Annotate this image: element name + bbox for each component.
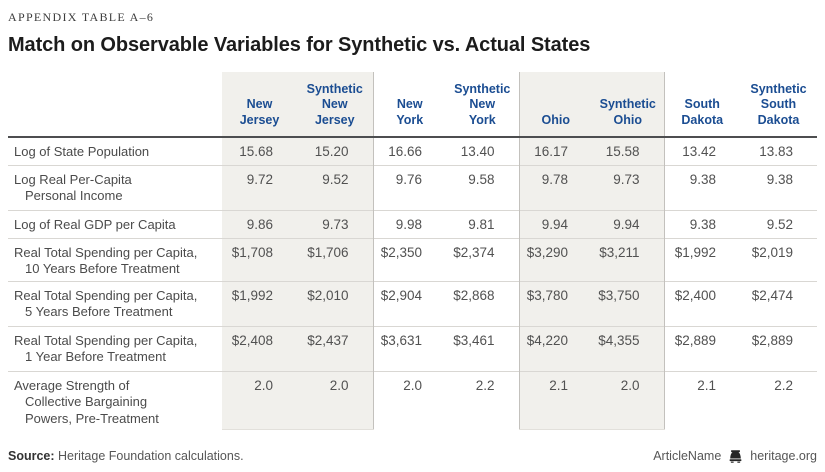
row-label: Log of Real GDP per Capita: [8, 209, 222, 238]
value-cell-south-dakota: $2,400: [663, 280, 740, 326]
column-header-synthetic-new-york: Synthetic New York: [446, 72, 519, 138]
header-row: New Jersey Synthetic New Jersey New York Sy…: [8, 72, 817, 138]
value-cell-south-dakota: 13.42: [663, 137, 740, 165]
value-cell-ohio: 9.94: [518, 209, 592, 238]
value-cell-synthetic-new-jersey: 9.52: [297, 164, 373, 210]
value-cell-ohio: $4,220: [518, 325, 592, 371]
match-table: New Jersey Synthetic New Jersey New York Sy…: [8, 72, 817, 430]
value-cell-synthetic-south-dakota: $2,889: [740, 325, 817, 371]
value-cell-new-york: 9.98: [372, 209, 446, 238]
value-cell-synthetic-south-dakota: 9.38: [740, 164, 817, 210]
source-label: Source:: [8, 449, 55, 464]
value-cell-new-york: 16.66: [372, 137, 446, 165]
value-cell-ohio: 9.78: [518, 164, 592, 210]
row-label: Real Total Spending per Capita, 5 Years …: [8, 280, 222, 326]
value-cell-synthetic-new-jersey: 9.73: [297, 209, 373, 238]
footer-branding: ArticleName heritage.org: [653, 449, 817, 464]
source-note: Source: Heritage Foundation calculations…: [8, 449, 244, 463]
table-row: Average Strength of Collective Bargainin…: [8, 370, 817, 430]
footer: Source: Heritage Foundation calculations…: [8, 449, 817, 464]
row-label: Average Strength of Collective Bargainin…: [8, 370, 222, 430]
value-cell-ohio: 2.1: [518, 370, 592, 430]
value-cell-synthetic-ohio: $3,750: [592, 280, 664, 326]
value-cell-new-jersey: 15.68: [222, 137, 297, 165]
liberty-bell-icon: [729, 449, 742, 463]
row-label: Real Total Spending per Capita, 1 Year B…: [8, 325, 222, 371]
value-cell-south-dakota: $2,889: [663, 325, 740, 371]
column-header-south-dakota: South Dakota: [663, 72, 740, 138]
value-cell-new-jersey: 9.86: [222, 209, 297, 238]
value-cell-synthetic-ohio: 2.0: [592, 370, 664, 430]
value-cell-new-york: $2,904: [372, 280, 446, 326]
value-cell-synthetic-south-dakota: $2,474: [740, 280, 817, 326]
table-row: Real Total Spending per Capita, 10 Years…: [8, 237, 817, 281]
value-cell-ohio: $3,780: [518, 280, 592, 326]
value-cell-south-dakota: 2.1: [663, 370, 740, 430]
table-body: Log of State Population 15.68 15.20 16.66 13…: [8, 137, 817, 430]
table-row: Log of State Population 15.68 15.20 16.66 13…: [8, 137, 817, 165]
value-cell-synthetic-new-york: $2,374: [446, 237, 519, 281]
value-cell-synthetic-new-jersey: 2.0: [297, 370, 373, 430]
page-title: Match on Observable Variables for Synthe…: [8, 34, 591, 56]
table-row: Real Total Spending per Capita, 5 Years …: [8, 280, 817, 326]
value-cell-synthetic-new-york: 9.58: [446, 164, 519, 210]
value-cell-ohio: 16.17: [518, 137, 592, 165]
value-cell-synthetic-new-york: $3,461: [446, 325, 519, 371]
value-cell-synthetic-new-jersey: $2,010: [297, 280, 373, 326]
value-cell-new-jersey: 9.72: [222, 164, 297, 210]
value-cell-south-dakota: $1,992: [663, 237, 740, 281]
column-header-new-york: New York: [372, 72, 446, 138]
value-cell-south-dakota: 9.38: [663, 209, 740, 238]
value-cell-synthetic-new-jersey: 15.20: [297, 137, 373, 165]
row-label: Log of State Population: [14, 144, 150, 159]
value-cell-synthetic-south-dakota: 9.52: [740, 209, 817, 238]
value-cell-synthetic-new-york: $2,868: [446, 280, 519, 326]
source-text: Heritage Foundation calculations.: [54, 449, 244, 464]
value-cell-new-jersey: $1,992: [222, 280, 297, 326]
table-header: New Jersey Synthetic New Jersey New York Sy…: [8, 72, 817, 138]
value-cell-ohio: $3,290: [518, 237, 592, 281]
value-cell-new-jersey: $1,708: [222, 237, 297, 281]
value-cell-synthetic-ohio: $4,355: [592, 325, 664, 371]
row-label: Log Real Per-Capita Personal Income: [8, 164, 222, 210]
value-cell-new-jersey: $2,408: [222, 325, 297, 371]
value-cell-new-york: $2,350: [372, 237, 446, 281]
value-cell-synthetic-south-dakota: 2.2: [740, 370, 817, 430]
value-cell-synthetic-ohio: 9.73: [592, 164, 664, 210]
column-header-synthetic-ohio: Synthetic Ohio: [592, 72, 664, 138]
value-cell-new-jersey: 2.0: [222, 370, 297, 430]
column-header-ohio: Ohio: [518, 72, 592, 138]
value-cell-synthetic-south-dakota: $2,019: [740, 237, 817, 281]
site-name: heritage.org: [750, 449, 817, 464]
value-cell-synthetic-new-york: 9.81: [446, 209, 519, 238]
value-cell-synthetic-south-dakota: 13.83: [759, 144, 793, 159]
column-header-synthetic-new-jersey: Synthetic New Jersey: [297, 72, 373, 138]
table-row: Log Real Per-Capita Personal Income 9.72 9…: [8, 164, 817, 210]
article-name: ArticleName: [653, 449, 722, 464]
value-cell-new-york: $3,631: [372, 325, 446, 371]
value-cell-synthetic-ohio: 15.58: [592, 137, 664, 165]
value-cell-synthetic-new-york: 13.40: [460, 144, 495, 159]
value-cell-synthetic-new-jersey: $1,706: [297, 237, 373, 281]
column-header-empty: [8, 72, 222, 138]
value-cell-south-dakota: 9.38: [663, 164, 740, 210]
value-cell-new-york: 9.76: [372, 164, 446, 210]
table-row: Log of Real GDP per Capita 9.86 9.73 9.98 9.…: [8, 209, 817, 238]
value-cell-synthetic-new-jersey: $2,437: [297, 325, 373, 371]
value-cell-synthetic-ohio: 9.94: [592, 209, 664, 238]
column-header-new-jersey: New Jersey: [222, 72, 297, 138]
table-row: Real Total Spending per Capita, 1 Year B…: [8, 325, 817, 371]
value-cell-new-york: 2.0: [372, 370, 446, 430]
value-cell-synthetic-ohio: $3,211: [592, 237, 664, 281]
column-header-synthetic-south-dakota: Synthetic South Dakota: [740, 72, 817, 138]
value-cell-synthetic-new-york: 2.2: [446, 370, 519, 430]
table-number-eyebrow: Appendix Table A–6: [8, 10, 155, 24]
row-label: Real Total Spending per Capita, 10 Years…: [8, 237, 222, 281]
